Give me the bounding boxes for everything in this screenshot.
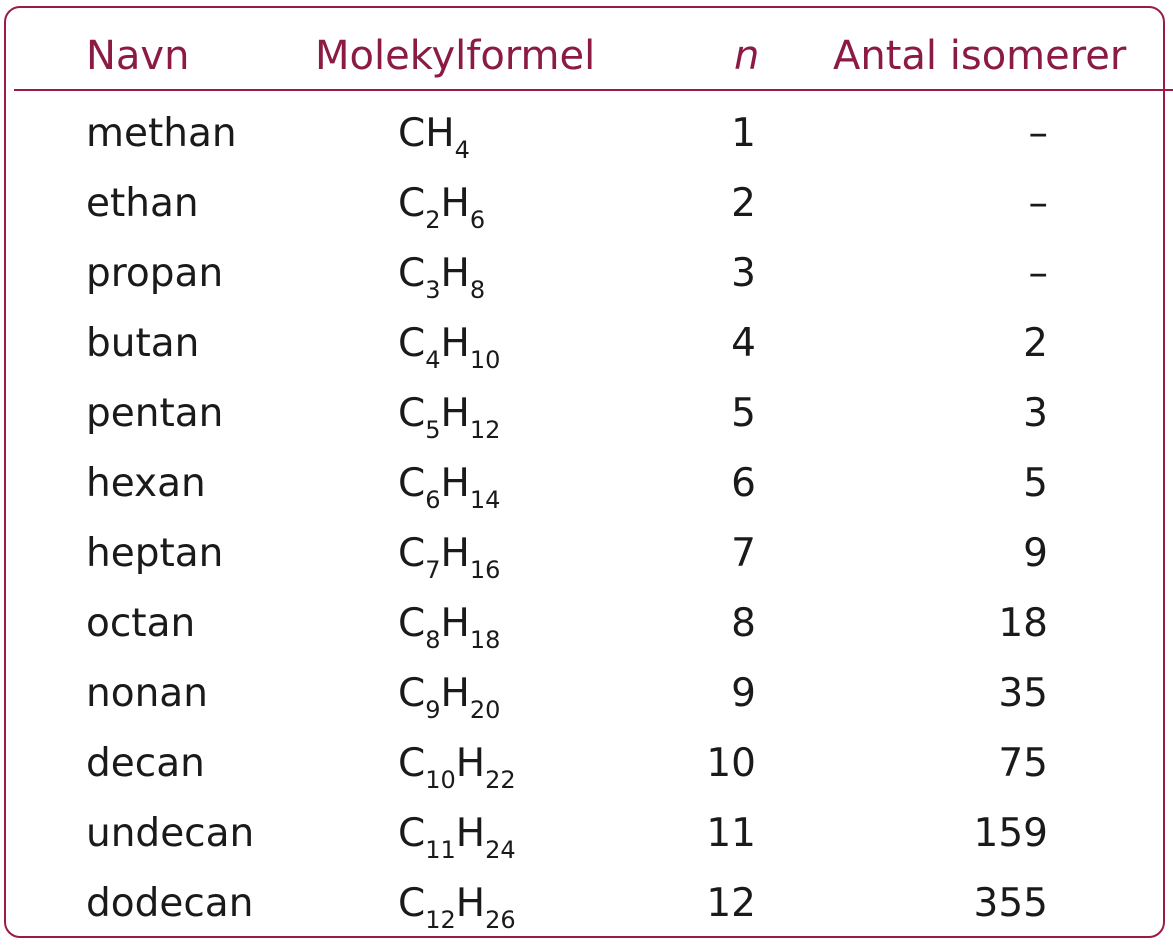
table-row: heptan C7H16 7 9	[0, 530, 1173, 600]
cell-n: 12	[706, 881, 756, 926]
cell-isomers: 355	[973, 881, 1048, 926]
table-row: ethan C2H6 2 –	[0, 180, 1173, 250]
cell-n: 1	[731, 111, 756, 156]
cell-name: hexan	[86, 461, 206, 506]
cell-isomers: 5	[1023, 461, 1048, 506]
cell-n: 5	[731, 391, 756, 436]
cell-formula: C5H12	[398, 391, 501, 444]
cell-name: undecan	[86, 811, 255, 856]
cell-name: heptan	[86, 531, 224, 576]
cell-isomers: 35	[998, 671, 1048, 716]
cell-formula: C7H16	[398, 531, 501, 584]
header-formula: Molekylformel	[315, 33, 596, 79]
cell-n: 4	[731, 321, 756, 366]
cell-isomers: –	[1028, 251, 1049, 296]
cell-formula: C11H24	[398, 811, 516, 864]
table-row: dodecan C12H26 12 355	[0, 880, 1173, 950]
cell-formula: C12H26	[398, 881, 516, 934]
cell-isomers: 159	[973, 811, 1048, 856]
table-frame	[4, 6, 1165, 938]
table-row: pentan C5H12 5 3	[0, 390, 1173, 460]
header-n: n	[734, 33, 760, 79]
cell-formula: C4H10	[398, 321, 501, 374]
cell-isomers: 2	[1023, 321, 1048, 366]
cell-isomers: 3	[1023, 391, 1048, 436]
table-row: propan C3H8 3 –	[0, 250, 1173, 320]
cell-formula: C9H20	[398, 671, 501, 724]
cell-isomers: 9	[1023, 531, 1048, 576]
cell-n: 7	[731, 531, 756, 576]
cell-formula: C3H8	[398, 251, 486, 304]
cell-formula: C10H22	[398, 741, 516, 794]
table-row: hexan C6H14 6 5	[0, 460, 1173, 530]
cell-name: ethan	[86, 181, 199, 226]
cell-n: 10	[706, 741, 756, 786]
table-row: decan C10H22 10 75	[0, 740, 1173, 810]
cell-formula: CH4	[398, 111, 470, 164]
header-name: Navn	[86, 33, 190, 79]
cell-isomers: 75	[998, 741, 1048, 786]
cell-name: decan	[86, 741, 205, 786]
header-isomers: Antal isomerer	[833, 33, 1127, 79]
cell-name: pentan	[86, 391, 224, 436]
cell-name: butan	[86, 321, 200, 366]
cell-name: propan	[86, 251, 224, 296]
table-row: undecan C11H24 11 159	[0, 810, 1173, 880]
cell-name: methan	[86, 111, 237, 156]
cell-formula: C8H18	[398, 601, 501, 654]
table-row: methan CH4 1 –	[0, 110, 1173, 180]
cell-n: 11	[706, 811, 756, 856]
cell-n: 3	[731, 251, 756, 296]
cell-n: 2	[731, 181, 756, 226]
table-row: butan C4H10 4 2	[0, 320, 1173, 390]
cell-name: dodecan	[86, 881, 254, 926]
cell-formula: C2H6	[398, 181, 486, 234]
table-row: octan C8H18 8 18	[0, 600, 1173, 670]
cell-formula: C6H14	[398, 461, 501, 514]
header-rule	[14, 89, 1173, 91]
table-row: nonan C9H20 9 35	[0, 670, 1173, 740]
cell-isomers: –	[1028, 181, 1049, 226]
cell-isomers: 18	[998, 601, 1048, 646]
cell-name: octan	[86, 601, 196, 646]
cell-n: 6	[731, 461, 756, 506]
cell-n: 8	[731, 601, 756, 646]
cell-name: nonan	[86, 671, 208, 716]
cell-isomers: –	[1028, 111, 1049, 156]
cell-n: 9	[731, 671, 756, 716]
